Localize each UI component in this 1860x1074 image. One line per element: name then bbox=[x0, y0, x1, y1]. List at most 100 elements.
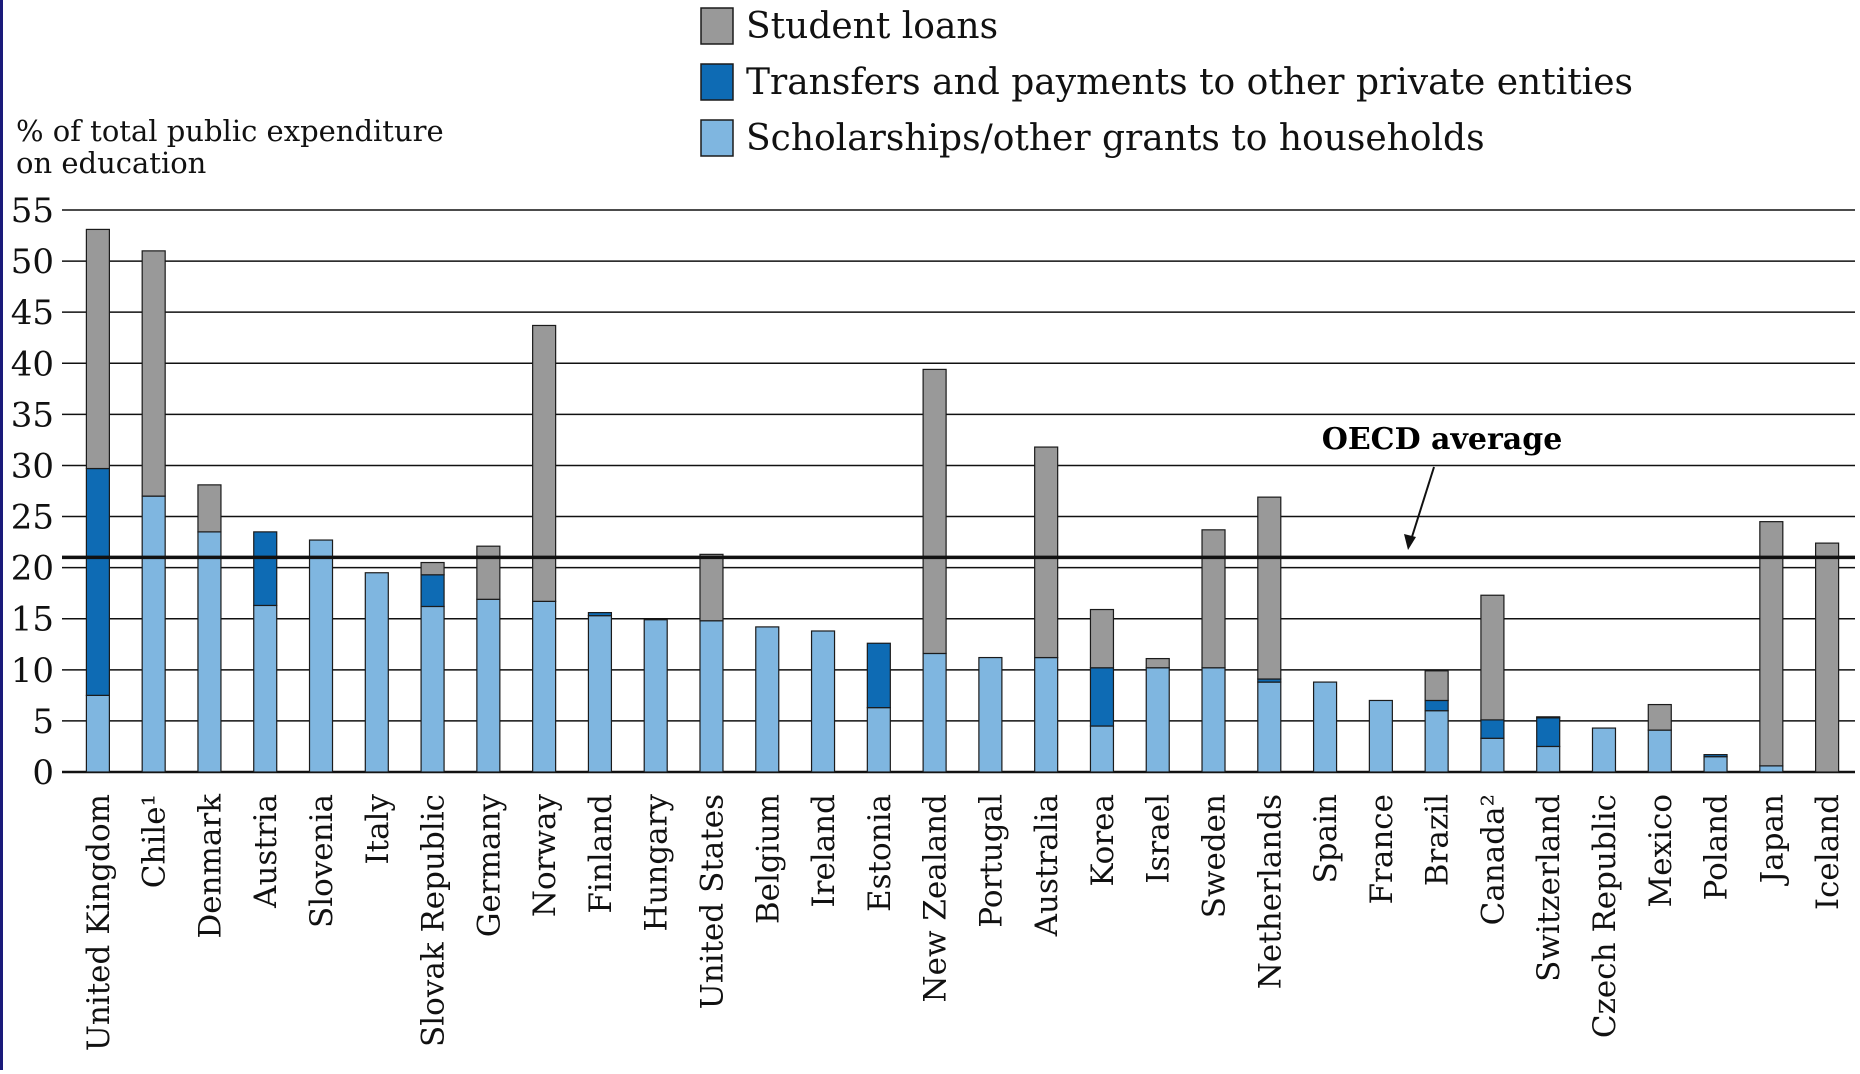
bar-united-states-scholarships-other-grants-to-households bbox=[699, 620, 724, 773]
x-tick-label: Slovak Republic bbox=[416, 794, 452, 1047]
bar-brazil-student-loans bbox=[1424, 670, 1449, 702]
bar-slovak-republic-transfers-and-payments-to-other-private-entities bbox=[420, 574, 445, 608]
x-tick-label: Estonia bbox=[862, 794, 898, 912]
bar-israel-student-loans bbox=[1145, 657, 1170, 669]
legend: Student loans Transfers and payments to o… bbox=[700, 6, 1633, 159]
bar-netherlands-scholarships-other-grants-to-households bbox=[1257, 681, 1282, 773]
legend-label-transfers-and-payments-to-other-private-entities: Transfers and payments to other private … bbox=[746, 62, 1633, 103]
y-tick-label: 25 bbox=[11, 498, 54, 538]
bar-poland-scholarships-other-grants-to-households bbox=[1703, 756, 1728, 773]
bar-czech-republic-scholarships-other-grants-to-households bbox=[1591, 727, 1617, 773]
bar-france-scholarships-other-grants-to-households bbox=[1368, 699, 1393, 773]
bar-switzerland-scholarships-other-grants-to-households bbox=[1536, 745, 1561, 773]
x-tick-label: Israel bbox=[1141, 794, 1177, 884]
y-axis-title-line: % of total public expenditure bbox=[16, 114, 444, 148]
bar-brazil-transfers-and-payments-to-other-private-entities bbox=[1424, 699, 1449, 712]
x-tick-label: Norway bbox=[527, 794, 563, 918]
bar-sweden-student-loans bbox=[1201, 529, 1226, 669]
legend-swatch-scholarships-other-grants-to-households bbox=[700, 119, 734, 157]
bar-australia-scholarships-other-grants-to-households bbox=[1034, 656, 1059, 773]
x-tick-label: New Zealand bbox=[918, 794, 954, 1002]
bar-spain-scholarships-other-grants-to-households bbox=[1312, 681, 1338, 773]
bar-austria-scholarships-other-grants-to-households bbox=[253, 604, 278, 773]
bar-finland-transfers-and-payments-to-other-private-entities bbox=[587, 611, 613, 617]
x-tick-label: Hungary bbox=[639, 794, 675, 932]
x-tick-label: Slovenia bbox=[304, 794, 340, 928]
bar-belgium-scholarships-other-grants-to-households bbox=[755, 626, 780, 773]
oecd-average-arrowhead bbox=[1404, 534, 1416, 550]
y-tick-label: 35 bbox=[11, 395, 54, 435]
bar-norway-scholarships-other-grants-to-households bbox=[532, 600, 557, 773]
bar-italy-scholarships-other-grants-to-households bbox=[364, 572, 389, 773]
bar-poland-transfers-and-payments-to-other-private-entities bbox=[1703, 754, 1728, 758]
bar-ireland-scholarships-other-grants-to-households bbox=[810, 630, 836, 773]
bar-mexico-scholarships-other-grants-to-households bbox=[1647, 729, 1672, 773]
left-border bbox=[0, 0, 3, 1070]
x-tick-label: Switzerland bbox=[1531, 794, 1567, 982]
bar-germany-student-loans bbox=[476, 545, 501, 600]
bar-netherlands-student-loans bbox=[1257, 496, 1282, 680]
x-tick-label: Denmark bbox=[192, 794, 228, 939]
oecd-average-label: OECD average bbox=[1322, 422, 1563, 457]
bar-portugal-scholarships-other-grants-to-households bbox=[978, 656, 1003, 773]
x-tick-label: United States bbox=[694, 794, 730, 1009]
bar-austria-transfers-and-payments-to-other-private-entities bbox=[253, 531, 278, 607]
bar-canada-transfers-and-payments-to-other-private-entities bbox=[1480, 719, 1505, 739]
x-tick-label: Finland bbox=[583, 794, 619, 914]
bar-slovenia-scholarships-other-grants-to-households bbox=[308, 539, 334, 773]
bar-iceland-student-loans bbox=[1815, 542, 1840, 773]
oecd-average-layer: OECD average bbox=[62, 422, 1855, 560]
x-tick-label: Australia bbox=[1029, 794, 1065, 937]
legend-label-student-loans: Student loans bbox=[746, 6, 998, 47]
x-tick-label: Belgium bbox=[750, 794, 786, 924]
bar-finland-scholarships-other-grants-to-households bbox=[587, 615, 613, 773]
x-tick-label: Chile¹ bbox=[137, 794, 173, 888]
bar-hungary-scholarships-other-grants-to-households bbox=[643, 619, 668, 773]
bar-canada-scholarships-other-grants-to-households bbox=[1480, 737, 1505, 773]
x-tick-label: Portugal bbox=[973, 794, 1009, 928]
bar-sweden-scholarships-other-grants-to-households bbox=[1201, 667, 1226, 773]
bar-mexico-student-loans bbox=[1647, 703, 1672, 731]
bar-new-zealand-scholarships-other-grants-to-households bbox=[922, 652, 947, 773]
bar-slovak-republic-student-loans bbox=[420, 561, 445, 576]
y-tick-label: 50 bbox=[11, 242, 54, 282]
x-tick-label: Canada² bbox=[1475, 794, 1511, 925]
bar-new-zealand-student-loans bbox=[922, 368, 947, 655]
y-axis-title-line: on education bbox=[16, 146, 206, 180]
x-tick-label: Austria bbox=[248, 794, 284, 909]
bar-united-kingdom-student-loans bbox=[85, 228, 110, 470]
bar-japan-student-loans bbox=[1759, 521, 1784, 767]
y-tick-label: 20 bbox=[11, 549, 54, 589]
legend-swatch-student-loans bbox=[700, 7, 734, 45]
x-tick-label: Spain bbox=[1308, 794, 1344, 883]
bar-canada-student-loans bbox=[1480, 594, 1505, 721]
x-tick-label: Germany bbox=[471, 794, 507, 938]
x-tick-label: Korea bbox=[1085, 794, 1121, 887]
y-axis-ticks: 0 5 10 15 20 25 30 35 40 45 50 55 bbox=[11, 191, 54, 793]
x-tick-label: Italy bbox=[360, 794, 396, 865]
x-tick-label: Japan bbox=[1754, 794, 1790, 886]
bar-israel-scholarships-other-grants-to-households bbox=[1145, 667, 1170, 773]
bar-brazil-scholarships-other-grants-to-households bbox=[1424, 710, 1449, 773]
bar-denmark-scholarships-other-grants-to-households bbox=[197, 531, 222, 773]
bar-united-kingdom-scholarships-other-grants-to-households bbox=[85, 694, 110, 773]
bar-denmark-student-loans bbox=[197, 484, 222, 533]
y-tick-label: 5 bbox=[32, 702, 54, 742]
y-tick-label: 40 bbox=[11, 344, 54, 384]
bar-norway-student-loans bbox=[532, 324, 557, 602]
x-tick-label: Mexico bbox=[1643, 794, 1679, 908]
x-tick-label: Poland bbox=[1699, 794, 1735, 900]
x-tick-label: Czech Republic bbox=[1587, 794, 1623, 1038]
x-tick-label: Ireland bbox=[806, 794, 842, 908]
bar-germany-scholarships-other-grants-to-households bbox=[476, 598, 501, 773]
bar-switzerland-transfers-and-payments-to-other-private-entities bbox=[1536, 717, 1561, 748]
y-tick-label: 0 bbox=[32, 753, 54, 793]
bar-estonia-transfers-and-payments-to-other-private-entities bbox=[866, 642, 891, 709]
bar-estonia-scholarships-other-grants-to-households bbox=[866, 707, 891, 773]
bar-australia-student-loans bbox=[1034, 446, 1059, 659]
x-tick-label: Sweden bbox=[1197, 794, 1233, 918]
bar-korea-student-loans bbox=[1089, 608, 1115, 669]
y-tick-label: 30 bbox=[11, 446, 54, 486]
